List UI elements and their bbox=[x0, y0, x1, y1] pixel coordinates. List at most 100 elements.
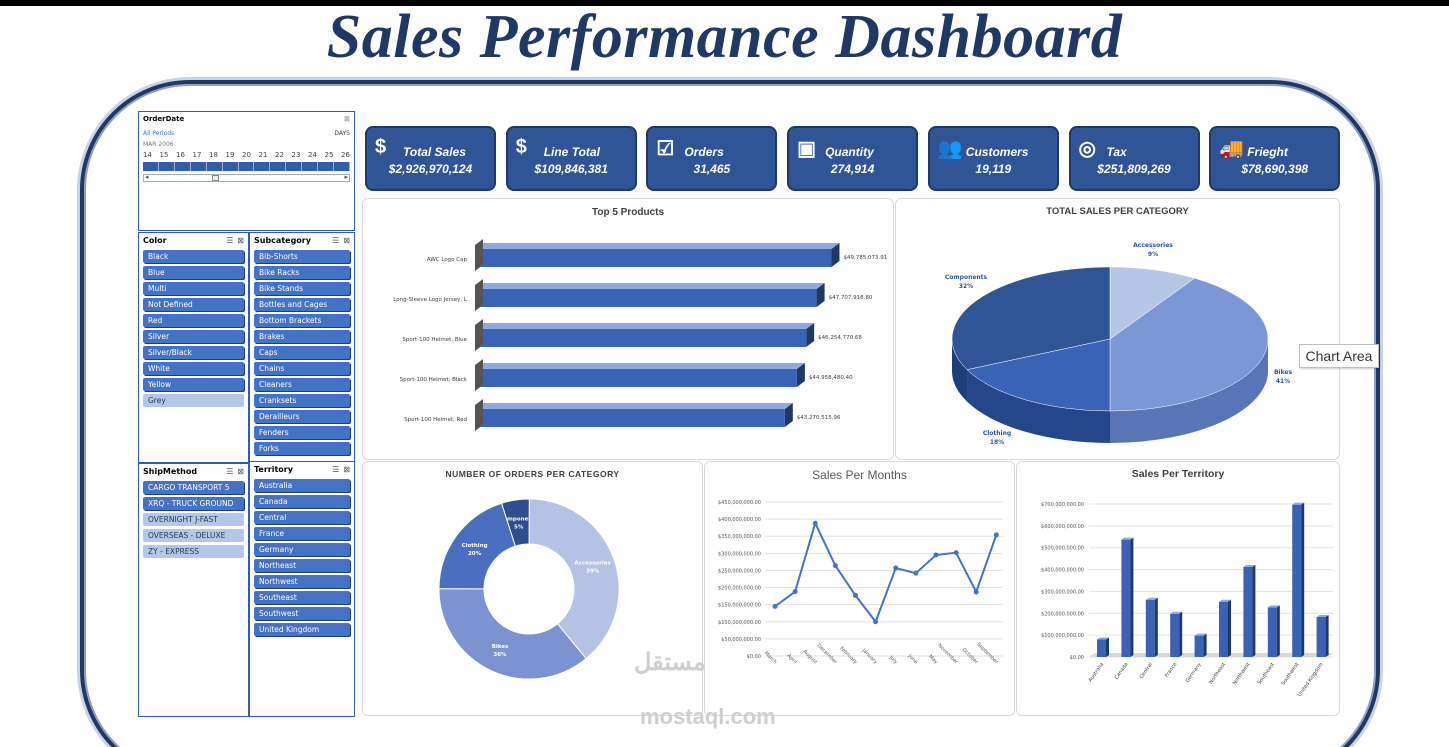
x-tick-label: December bbox=[816, 643, 839, 666]
bar-side bbox=[806, 323, 815, 347]
slicer-item-territory[interactable]: Northwest bbox=[254, 575, 350, 588]
slicer-item-color[interactable]: White bbox=[143, 362, 244, 375]
slicer-item-territory[interactable]: Northeast bbox=[254, 559, 350, 572]
multi-select-icon[interactable]: ☰ bbox=[226, 466, 234, 476]
slicer-item-territory[interactable]: Germany bbox=[254, 543, 350, 556]
slicer-item-color[interactable]: Yellow bbox=[143, 378, 244, 391]
pie-slice bbox=[966, 338, 1111, 412]
slicer-item-color[interactable]: Red bbox=[143, 314, 244, 327]
slicer-item-color[interactable]: Black bbox=[143, 250, 244, 263]
timeline-day-cell[interactable] bbox=[270, 162, 287, 171]
x-tick-label: Northeast bbox=[1208, 662, 1227, 686]
doughnut-category-label: Bikes bbox=[492, 644, 509, 650]
watermark-arabic: مستقل bbox=[634, 649, 706, 676]
timeline-day-cell[interactable] bbox=[302, 162, 319, 171]
multi-select-icon[interactable]: ☰ bbox=[226, 235, 234, 245]
slicer-item-subcategory[interactable]: Caps bbox=[254, 346, 350, 359]
pie-category-label: Clothing bbox=[983, 430, 1011, 437]
sales-category-pie-chart[interactable]: TOTAL SALES PER CATEGORY Accessories 9% Bi… bbox=[895, 198, 1340, 460]
timeline-unit-dropdown[interactable]: DAYS bbox=[334, 130, 350, 137]
timeline-day-cell[interactable] bbox=[239, 162, 255, 171]
x-tick-label: Germany bbox=[1185, 662, 1203, 684]
clear-filter-icon[interactable]: ⊠ bbox=[237, 235, 244, 245]
shipmethod-slicer[interactable]: ShipMethod ☰ ⊠ CARGO TRANSPORT 5 XRQ - TRUC… bbox=[138, 463, 249, 717]
slicer-item-shipmethod[interactable]: CARGO TRANSPORT 5 bbox=[143, 481, 244, 494]
timeline-day-cell[interactable] bbox=[318, 162, 335, 171]
orderdate-timeline[interactable]: OrderDate ⊠ All Periods DAYS MAR 2006 14… bbox=[138, 111, 355, 231]
slicer-item-subcategory[interactable]: Bib-Shorts bbox=[254, 250, 350, 263]
slicer-item-color[interactable]: Not Defined bbox=[143, 298, 244, 311]
slicer-item-subcategory[interactable]: Brakes bbox=[254, 330, 350, 343]
slicer-item-territory[interactable]: Southeast bbox=[254, 591, 350, 604]
slicer-item-color[interactable]: Multi bbox=[143, 282, 244, 295]
timeline-day-cell[interactable] bbox=[191, 162, 207, 171]
slicer-item-subcategory[interactable]: Cleaners bbox=[254, 378, 350, 391]
kpi-value: 31,465 bbox=[693, 162, 731, 176]
kpi-value: 19,119 bbox=[975, 162, 1012, 176]
territory-slicer[interactable]: Territory ☰ ⊠ Australia Canada Central France… bbox=[249, 461, 355, 717]
y-tick-label: $500,000,000.00 bbox=[1041, 546, 1084, 552]
timeline-day-cell[interactable] bbox=[159, 162, 175, 171]
column-side bbox=[1106, 637, 1109, 657]
timeline-scrollbar[interactable]: ◂ ▸ bbox=[143, 173, 350, 182]
slicer-item-subcategory[interactable]: Derailleurs bbox=[254, 410, 350, 423]
timeline-day-cell[interactable] bbox=[143, 162, 159, 171]
slicer-item-shipmethod[interactable]: OVERSEAS - DELUXE bbox=[143, 529, 244, 542]
slicer-item-territory[interactable]: Southwest bbox=[254, 607, 350, 620]
clear-filter-icon[interactable]: ⊠ bbox=[343, 464, 350, 474]
slicer-item-territory[interactable]: Canada bbox=[254, 495, 350, 508]
y-tick-label: $100,000,000.00 bbox=[718, 620, 761, 626]
timeline-scroll-thumb[interactable] bbox=[212, 175, 219, 181]
slicer-item-shipmethod[interactable]: OVERNIGHT J-FAST bbox=[143, 513, 244, 526]
series-line bbox=[774, 520, 998, 624]
scroll-left-icon[interactable]: ◂ bbox=[145, 173, 149, 181]
slicer-item-color[interactable]: Grey bbox=[143, 394, 244, 407]
scroll-right-icon[interactable]: ▸ bbox=[344, 173, 348, 181]
x-tick-label: France bbox=[1164, 662, 1178, 679]
slicer-item-subcategory[interactable]: Bottom Brackets bbox=[254, 314, 350, 327]
timeline-bar[interactable] bbox=[143, 162, 350, 171]
top-products-chart[interactable]: Top 5 Products AWC Logo Cap $49,785,073.9… bbox=[362, 198, 894, 460]
timeline-all-periods: All Periods bbox=[143, 130, 175, 137]
column-top bbox=[1145, 597, 1158, 600]
subcategory-slicer[interactable]: Subcategory ☰ ⊠ Bib-Shorts Bike Racks Bike S… bbox=[249, 232, 355, 463]
pie-slice-side bbox=[967, 369, 1110, 443]
timeline-day-cell[interactable] bbox=[334, 162, 350, 171]
clear-filter-icon[interactable]: ⊠ bbox=[237, 466, 244, 476]
slicer-item-subcategory[interactable]: Chains bbox=[254, 362, 350, 375]
slicer-item-subcategory[interactable]: Forks bbox=[254, 442, 350, 455]
slicer-item-territory[interactable]: Australia bbox=[254, 479, 350, 492]
bar-side bbox=[796, 363, 805, 387]
color-slicer[interactable]: Color ☰ ⊠ Black Blue Multi Not Defined Red Silv… bbox=[138, 232, 249, 463]
slicer-item-subcategory[interactable]: Fenders bbox=[254, 426, 350, 439]
data-point bbox=[772, 603, 778, 609]
timeline-day-cell[interactable] bbox=[207, 162, 223, 171]
kpi-label: Quantity bbox=[825, 145, 874, 159]
sales-months-line-chart[interactable]: Sales Per Months $0.00 $50,000,000.00 $100… bbox=[704, 461, 1015, 716]
timeline-day-cell[interactable] bbox=[223, 162, 239, 171]
timeline-day-cell[interactable] bbox=[254, 162, 271, 171]
slicer-item-territory[interactable]: France bbox=[254, 527, 350, 540]
slicer-item-territory[interactable]: Central bbox=[254, 511, 350, 524]
slicer-item-subcategory[interactable]: Bottles and Cages bbox=[254, 298, 350, 311]
orders-category-doughnut-chart[interactable]: NUMBER OF ORDERS PER CATEGORY Components… bbox=[362, 461, 703, 716]
clear-filter-icon[interactable]: ⊠ bbox=[343, 235, 350, 245]
timeline-day-cell[interactable] bbox=[175, 162, 191, 171]
slicer-item-color[interactable]: Silver bbox=[143, 330, 244, 343]
slicer-item-subcategory[interactable]: Bike Stands bbox=[254, 282, 350, 295]
slicer-item-territory[interactable]: United Kingdom bbox=[254, 623, 350, 636]
bar-value-label: $43,270,515.96 bbox=[797, 415, 841, 421]
timeline-day-cell[interactable] bbox=[286, 162, 303, 171]
slicer-item-subcategory[interactable]: Bike Racks bbox=[254, 266, 350, 279]
slicer-item-color[interactable]: Blue bbox=[143, 266, 244, 279]
bar bbox=[475, 289, 817, 307]
slicer-item-shipmethod[interactable]: ZY - EXPRESS bbox=[143, 545, 244, 558]
clear-filter-icon[interactable]: ⊠ bbox=[344, 115, 350, 123]
multi-select-icon[interactable]: ☰ bbox=[332, 464, 340, 474]
sales-territory-column-chart[interactable]: Sales Per Territory $0.00 $100,000,000.00… bbox=[1016, 461, 1340, 716]
slicer-item-subcategory[interactable]: Cranksets bbox=[254, 394, 350, 407]
slicer-item-color[interactable]: Silver/Black bbox=[143, 346, 244, 359]
slicer-item-shipmethod[interactable]: XRQ - TRUCK GROUND bbox=[143, 497, 244, 510]
x-tick-label: November bbox=[936, 643, 959, 666]
multi-select-icon[interactable]: ☰ bbox=[332, 235, 340, 245]
